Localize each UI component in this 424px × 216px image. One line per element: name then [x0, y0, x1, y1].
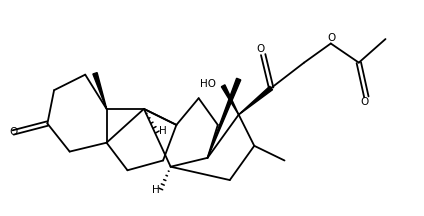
Text: O: O	[9, 127, 17, 137]
Polygon shape	[239, 86, 273, 115]
Text: H: H	[152, 185, 159, 195]
Text: O: O	[360, 97, 368, 107]
Polygon shape	[93, 73, 107, 109]
Text: O: O	[257, 44, 265, 54]
Polygon shape	[221, 85, 239, 115]
Polygon shape	[207, 78, 241, 158]
Text: HO: HO	[201, 79, 216, 89]
Text: O: O	[328, 33, 336, 43]
Text: H: H	[159, 126, 167, 136]
